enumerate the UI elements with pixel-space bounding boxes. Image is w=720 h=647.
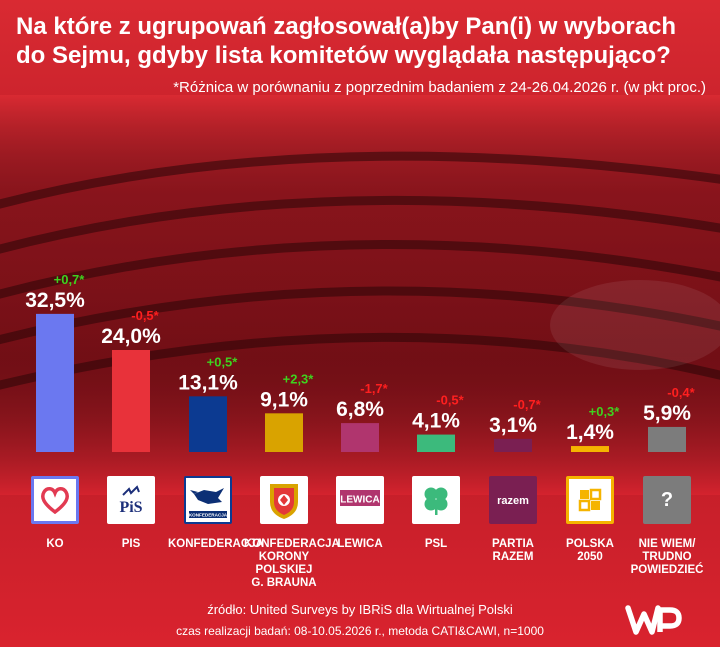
bar-8 (648, 426, 686, 452)
korona-logo (260, 476, 308, 524)
bar-6 (494, 438, 532, 452)
polska2050-logo (566, 476, 614, 524)
party-label-line: POWIEDZIEĆ (630, 564, 704, 576)
party-label-line: TRUDNO (642, 551, 692, 563)
party-razem: razem PARTIA RAZEM (473, 476, 553, 564)
party-label-dont-know: NIE WIEM/TRUDNO POWIEDZIEĆ (627, 538, 707, 577)
source-note: źródło: United Surveys by IBRiS dla Wirt… (207, 602, 513, 617)
change-label-1: -0,5* (131, 308, 159, 323)
party-label-konfederacja: KONFEDERACJA (168, 538, 264, 551)
change-label-8: -0,4* (667, 385, 695, 400)
party-lewica: LEWICA LEWICA (320, 476, 400, 551)
value-label-8: 5,9% (643, 402, 691, 425)
lewica-logo: LEWICA (336, 476, 384, 524)
party-label-line: PIS (121, 538, 141, 550)
party-label-line: RAZEM (492, 551, 534, 563)
change-label-6: -0,7* (513, 397, 541, 412)
party-label-line: KONFEDERACJA (244, 538, 340, 550)
bar-3 (265, 413, 303, 452)
pis-logo-text: PiS (119, 499, 142, 516)
change-label-7: +0,3* (589, 404, 621, 419)
party-label-line: NIE WIEM/ (638, 538, 696, 550)
party-korona: KONFEDERACJA KORONY POLSKIEJ G. BRAUNA (244, 476, 340, 590)
value-label-7: 1,4% (566, 421, 614, 444)
party-label-razem: PARTIA RAZEM (473, 538, 553, 564)
bar-7 (571, 446, 609, 452)
party-label-line: LEWICA (337, 538, 383, 550)
heart-icon (31, 476, 79, 524)
party-polska2050: POLSKA 2050 (550, 476, 630, 564)
razem-logo: razem (489, 476, 537, 524)
party-label-line: 2050 (577, 551, 603, 563)
bar-chart: 32,5% +0,7* 24,0% -0,5* 13,1% +0,5* 9,1% +2,3* 6… (25, 272, 696, 452)
value-label-5: 4,1% (412, 410, 460, 433)
party-label-lewica: LEWICA (320, 538, 400, 551)
page-subtitle: *Różnica w porównaniu z poprzednim badan… (173, 79, 706, 96)
konfederacja-logo: KONFEDERACJA (184, 476, 232, 524)
party-label-line: PSL (424, 538, 448, 550)
party-label-line: POLSKIEJ (255, 564, 313, 576)
bar-2 (189, 396, 227, 452)
party-label-line: KONFEDERACJA (168, 538, 264, 550)
bar-1 (112, 350, 150, 452)
change-label-0: +0,7* (54, 272, 86, 287)
party-ko: KO (15, 476, 95, 551)
party-label-psl: PSL (396, 538, 476, 551)
razem-logo-text: razem (497, 495, 529, 507)
bar-5 (417, 434, 455, 452)
konfederacja-logo-text: KONFEDERACJA (189, 513, 228, 518)
question-icon: ? (643, 476, 691, 524)
method-note: czas realizacji badań: 08-10.05.2026 r.,… (176, 624, 544, 638)
party-dont-know: ? NIE WIEM/TRUDNO POWIEDZIEĆ (627, 476, 707, 577)
change-label-2: +0,5* (207, 354, 239, 369)
party-label-line: POLSKA (566, 538, 614, 550)
value-label-2: 13,1% (178, 371, 238, 394)
wp-logo (625, 605, 682, 635)
clover-icon (412, 476, 460, 524)
party-label-ko: KO (15, 538, 95, 551)
value-label-0: 32,5% (25, 289, 85, 312)
party-pis: PiS PIS (91, 476, 171, 551)
question-mark: ? (660, 488, 674, 511)
party-label-line: G. BRAUNA (251, 577, 317, 589)
party-legend: KO PiS PIS KONFEDERACJA KONFED (0, 476, 720, 596)
party-label-line: KO (46, 538, 64, 550)
value-label-3: 9,1% (260, 388, 308, 411)
change-label-4: -1,7* (360, 381, 388, 396)
party-label-line: PARTIA (492, 538, 534, 550)
pis-logo: PiS (107, 476, 155, 524)
party-label-korona: KONFEDERACJA KORONY POLSKIEJ G. BRAUNA (244, 538, 340, 590)
value-label-1: 24,0% (101, 325, 161, 348)
change-label-5: -0,5* (436, 393, 464, 408)
bar-0 (36, 313, 74, 452)
lewica-logo-text: LEWICA (340, 495, 379, 506)
party-psl: PSL (396, 476, 476, 551)
bar-4 (341, 423, 379, 452)
value-label-4: 6,8% (336, 398, 384, 421)
change-label-3: +2,3* (283, 371, 315, 386)
party-label-polska2050: POLSKA 2050 (550, 538, 630, 564)
party-konfederacja: KONFEDERACJA KONFEDERACJA (168, 476, 264, 551)
party-label-pis: PIS (91, 538, 171, 551)
page-title: Na które z ugrupowań zagłosował(a)by Pan… (16, 13, 677, 69)
party-label-line: KORONY (258, 551, 310, 563)
value-label-6: 3,1% (489, 414, 537, 437)
